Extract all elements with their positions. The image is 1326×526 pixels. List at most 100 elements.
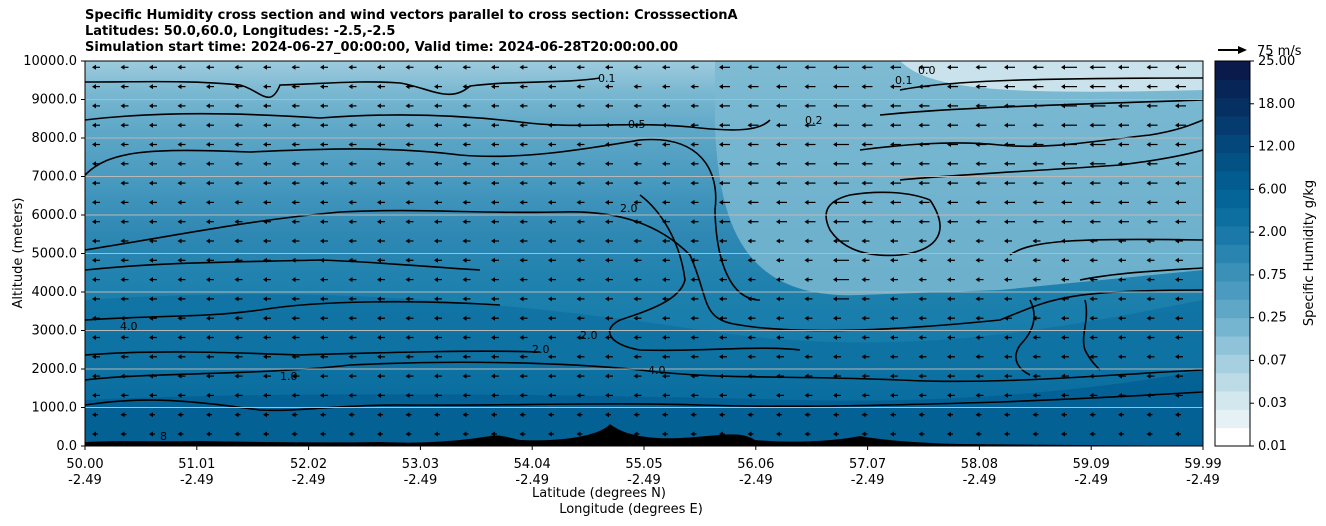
wind-vector-head — [92, 431, 96, 437]
wind-vector-head — [462, 257, 467, 263]
wind-vector-head — [975, 180, 980, 186]
wind-vector-head — [576, 392, 581, 398]
wind-vector-head — [747, 277, 752, 283]
wind-vector-head — [1146, 277, 1151, 283]
x-tick-label-latitude: 59.99 — [1184, 457, 1221, 472]
wind-vector-head — [1175, 219, 1179, 225]
wind-vector-head — [548, 161, 552, 167]
wind-vector-head — [947, 257, 951, 263]
wind-vector-head — [861, 257, 866, 263]
colorbar-swatch — [1215, 226, 1250, 245]
wind-vector-head — [690, 84, 695, 90]
wind-vector-head — [263, 373, 267, 379]
wind-vector-head — [120, 64, 125, 70]
contour-line — [1082, 299, 1101, 371]
wind-vector-head — [462, 354, 467, 360]
wind-vector-head — [719, 219, 723, 225]
wind-vector-head — [776, 161, 780, 167]
wind-vector-head — [206, 257, 210, 263]
wind-vector-head — [149, 296, 153, 302]
wind-vector-head — [434, 161, 438, 167]
wind-vector-head — [291, 431, 296, 437]
terrain — [85, 424, 1203, 446]
x-tick-label-latitude: 59.09 — [1073, 457, 1110, 472]
wind-vector-head — [633, 277, 638, 283]
contour-label: 2.0 — [620, 202, 638, 215]
wind-vector-head — [1175, 257, 1179, 263]
wind-vector-head — [291, 219, 296, 225]
wind-vector-head — [491, 315, 495, 321]
contour-label: 4.0 — [648, 364, 666, 377]
wind-vector-head — [861, 122, 866, 128]
wind-vector-head — [947, 335, 951, 340]
wind-vector-head — [1175, 354, 1179, 360]
wind-vector-head — [833, 277, 837, 283]
wind-vector-head — [1175, 64, 1179, 70]
wind-vector-head — [776, 335, 780, 340]
wind-vector-head — [92, 122, 96, 128]
wind-vector-head — [605, 392, 609, 398]
wind-vector-head — [149, 122, 153, 128]
very-dry-region — [900, 61, 1203, 92]
wind-vector-head — [776, 257, 780, 263]
wind-vector-head — [690, 199, 695, 205]
wind-vector-head — [177, 122, 182, 128]
wind-vector-head — [890, 354, 894, 360]
wind-vector-head — [377, 219, 381, 225]
wind-vector-head — [320, 180, 324, 186]
wind-vector-head — [633, 64, 638, 70]
wind-vector-head — [1146, 412, 1151, 418]
wind-vector-head — [1118, 257, 1122, 263]
wind-vector-head — [576, 277, 581, 283]
wind-vector-head — [519, 122, 524, 128]
wind-vector-head — [662, 431, 666, 437]
wind-vector-head — [320, 335, 324, 340]
wind-vector-head — [177, 392, 182, 398]
wind-vector-head — [1175, 335, 1179, 340]
wind-vector-head — [320, 103, 324, 109]
wind-vector-head — [804, 335, 809, 340]
wind-vector-head — [263, 354, 267, 360]
wind-vector-head — [1146, 257, 1151, 263]
wind-vector-head — [1118, 431, 1122, 437]
wind-vector-head — [291, 84, 296, 90]
wind-vector-head — [576, 103, 581, 109]
wind-vector-head — [234, 335, 239, 340]
wind-vector-head — [320, 373, 324, 379]
wind-vector-head — [719, 315, 723, 321]
wind-vector-head — [405, 431, 410, 437]
wind-vector-head — [519, 335, 524, 340]
wind-vector-head — [320, 161, 324, 167]
wind-vector-head — [206, 412, 210, 418]
wind-vector-head — [291, 238, 296, 244]
colorbar-tick-label: 0.25 — [1258, 311, 1287, 326]
wind-vector-head — [120, 219, 125, 225]
wind-vector-head — [1061, 431, 1065, 437]
wind-vector-head — [1004, 219, 1008, 225]
wind-vector-head — [747, 238, 752, 244]
wind-vector-head — [519, 84, 524, 90]
y-tick-label: 7000.0 — [32, 170, 78, 185]
wind-vector-head — [548, 277, 552, 283]
wind-vector-head — [719, 412, 723, 418]
wind-vector-head — [1118, 296, 1122, 302]
wind-vector-head — [633, 431, 638, 437]
wind-vector-head — [377, 431, 381, 437]
wind-vector-head — [462, 64, 467, 70]
wind-vector-head — [576, 315, 581, 321]
wind-vector-head — [1061, 238, 1065, 244]
wind-vector-head — [747, 373, 752, 379]
wind-vector-head — [92, 257, 96, 263]
wind-vector-head — [120, 392, 125, 398]
wind-vector-head — [405, 277, 410, 283]
wind-vector-head — [206, 180, 210, 186]
wind-vector-head — [1175, 199, 1179, 205]
colorbar-swatch — [1215, 336, 1250, 355]
wind-vector-head — [918, 180, 923, 186]
wind-vector-head — [804, 219, 809, 225]
wind-vector-head — [434, 180, 438, 186]
wind-vector-head — [719, 431, 723, 437]
wind-vector-head — [861, 373, 866, 379]
wind-vector-head — [690, 412, 695, 418]
wind-vector-head — [120, 122, 125, 128]
